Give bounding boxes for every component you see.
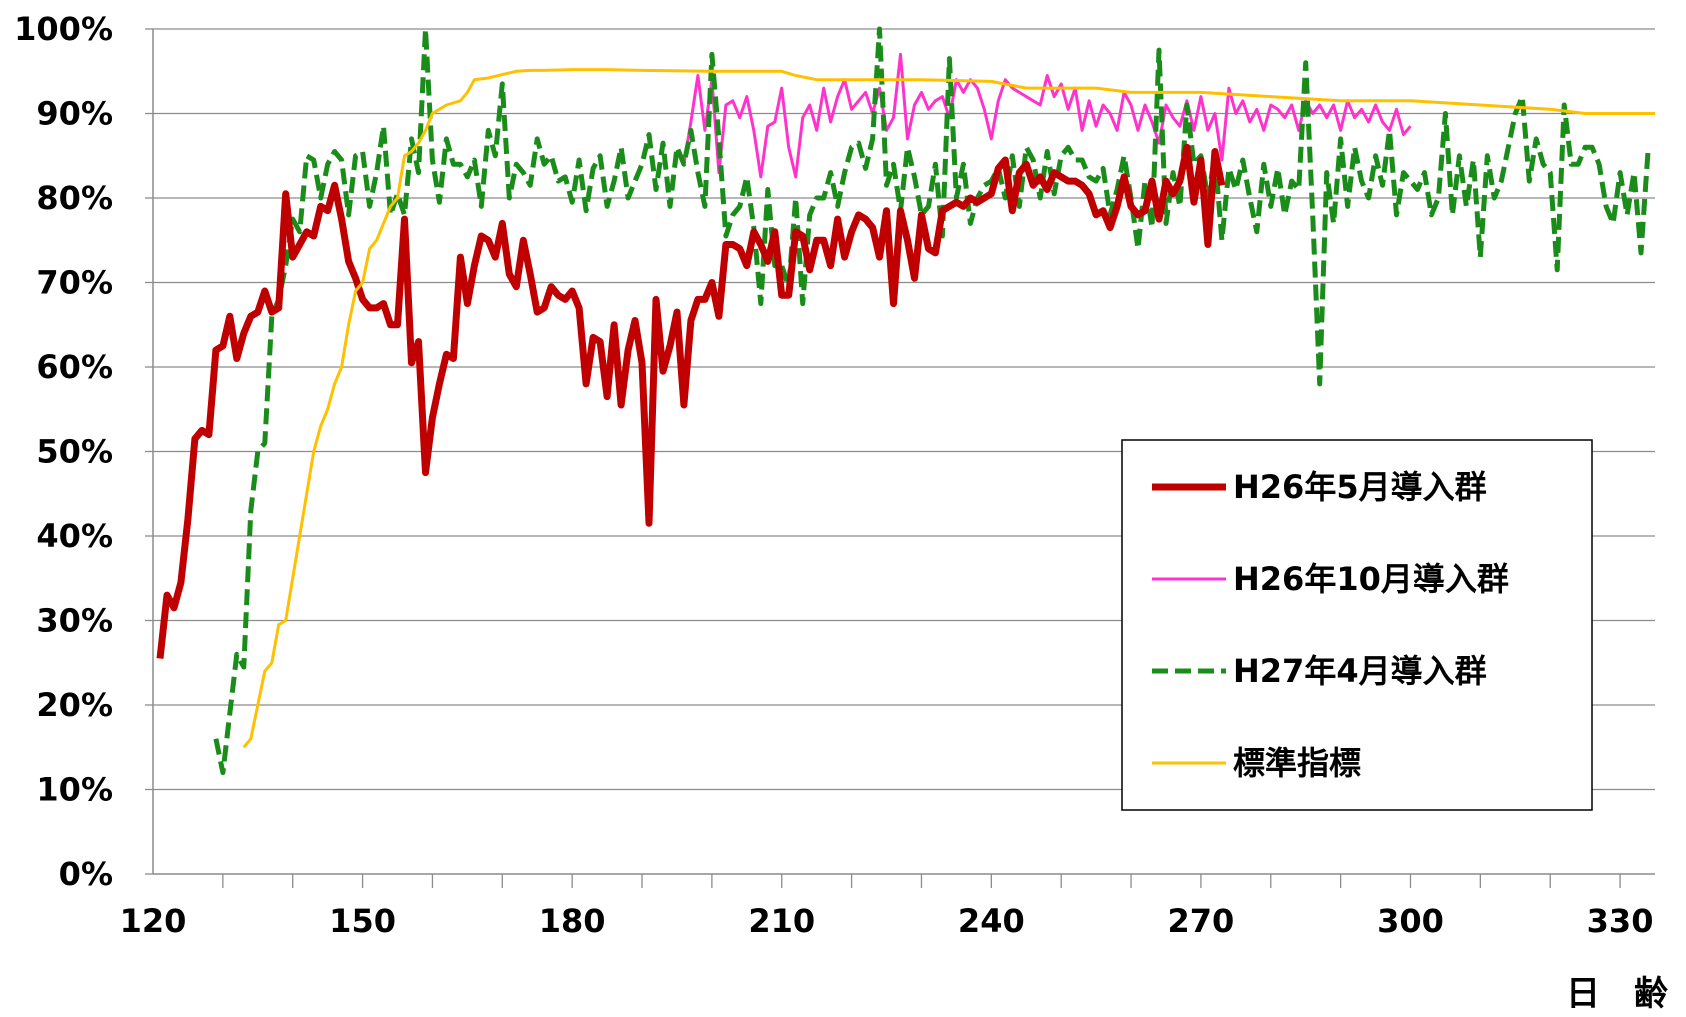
x-tick-label: 240 [958, 902, 1025, 940]
x-tick-label: 210 [748, 902, 815, 940]
legend-label: H26年5月導入群 [1233, 468, 1487, 506]
y-tick-label: 80% [36, 179, 113, 217]
y-tick-label: 70% [36, 264, 113, 302]
x-tick-label: 330 [1587, 902, 1654, 940]
axes [145, 28, 1655, 888]
x-axis-ticks: 120 150 180 210 240 270 300 330 [120, 902, 1654, 940]
x-axis-label: 日 齢 [1566, 974, 1668, 1014]
x-tick-label: 270 [1168, 902, 1235, 940]
y-tick-label: 10% [36, 771, 113, 809]
y-tick-label: 60% [36, 348, 113, 386]
series-line [213, 26, 1651, 776]
series-lines [156, 26, 1655, 776]
series-line [242, 68, 1655, 749]
y-tick-label: 90% [36, 95, 113, 133]
y-tick-label: 100% [14, 10, 113, 48]
series-line [156, 143, 1226, 659]
y-tick-label: 0% [59, 855, 113, 893]
y-tick-label: 20% [36, 686, 113, 724]
legend-box [1121, 439, 1593, 811]
x-tick-label: 300 [1377, 902, 1444, 940]
series-line [682, 52, 1412, 179]
x-tick-label: 120 [120, 902, 187, 940]
y-tick-label: 40% [36, 517, 113, 555]
legend-label: 標準指標 [1233, 744, 1361, 782]
x-tick-label: 150 [329, 902, 396, 940]
x-tick-label: 180 [539, 902, 606, 940]
y-axis-ticks: 0% 10% 20% 30% 40% 50% 60% 70% 80% 90% 100% [14, 10, 113, 893]
legend-label: H27年4月導入群 [1233, 652, 1487, 690]
y-tick-label: 30% [36, 602, 113, 640]
legend-label: H26年10月導入群 [1233, 560, 1509, 598]
y-tick-label: 50% [36, 433, 113, 471]
